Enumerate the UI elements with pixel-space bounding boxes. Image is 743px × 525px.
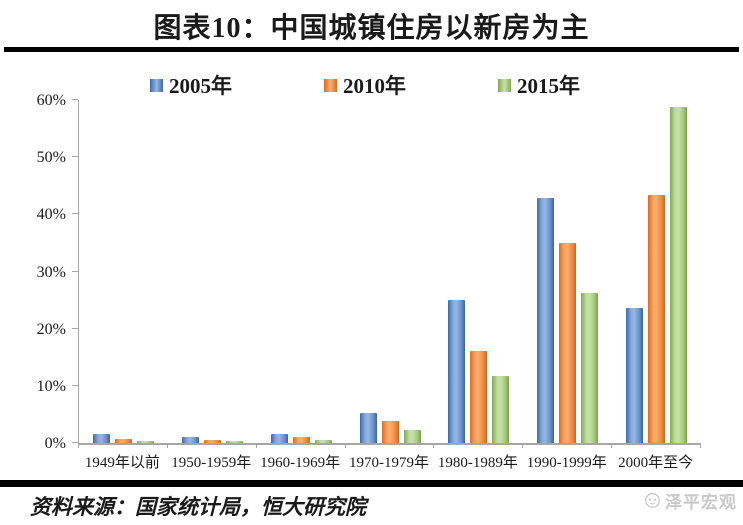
bar-2015年-2000年至今 — [670, 107, 688, 443]
bar-2010年-1950-1959年 — [203, 439, 221, 443]
y-tick-mark — [72, 384, 78, 386]
legend: 2005年 2010年 2015年 — [150, 70, 580, 100]
zeping-macro-logo-icon — [645, 493, 660, 508]
legend-item-2010: 2010年 — [324, 70, 406, 100]
x-tick-mark — [344, 443, 346, 448]
x-tick-mark — [700, 443, 701, 448]
bottom-divider — [0, 480, 743, 487]
bar-2010年-1970-1979年 — [381, 421, 399, 443]
y-tick-label: 30% — [36, 263, 66, 281]
x-tick-mark — [166, 443, 168, 448]
bar-2005年-1980-1989年 — [448, 300, 466, 443]
chart-title: 图表10：中国城镇住房以新房为主 — [153, 13, 590, 44]
bar-group-2000年至今 — [612, 100, 701, 443]
x-axis-labels: 1949年以前 1950-1959年 1960-1969年 1970-1979年 198… — [78, 451, 700, 472]
x-category-label: 1990-1999年 — [526, 455, 607, 471]
x-axis-ticks — [78, 443, 701, 448]
bar-2015年-1990-1999年 — [581, 292, 599, 443]
legend-item-2005: 2005年 — [150, 70, 232, 100]
bar-2010年-1960-1969年 — [292, 437, 310, 443]
bar-2015年-1970-1979年 — [403, 429, 421, 443]
bar-group-1990-1999年 — [523, 100, 612, 443]
bar-group-1950-1959年 — [168, 100, 257, 443]
source-note: 资料来源：国家统计局，恒大研究院 — [30, 495, 366, 519]
bar-2015年-1950-1959年 — [225, 441, 243, 443]
x-category-label: 2000年至今 — [618, 455, 694, 471]
bar-2015年-1960-1969年 — [314, 440, 332, 443]
y-tick-mark — [72, 442, 78, 443]
bar-2010年-1980-1989年 — [470, 350, 488, 443]
bar-group-1980-1989年 — [434, 100, 523, 443]
bar-group-1960-1969年 — [257, 100, 346, 443]
bar-2005年-1949年以前 — [92, 434, 110, 443]
y-tick-label: 10% — [36, 377, 66, 395]
bar-2015年-1949年以前 — [136, 440, 154, 443]
legend-item-2015: 2015年 — [498, 70, 580, 100]
x-tick-mark — [611, 443, 613, 448]
y-tick-label: 40% — [36, 206, 66, 224]
bar-2010年-2000年至今 — [648, 195, 666, 443]
x-category-label: 1980-1989年 — [437, 455, 518, 471]
x-category-label: 1960-1969年 — [260, 455, 341, 471]
y-tick-mark — [72, 99, 78, 100]
legend-swatch-blue-icon — [150, 78, 163, 92]
y-tick-mark — [72, 213, 78, 215]
y-tick-label: 20% — [36, 320, 66, 338]
y-tick-mark — [72, 270, 78, 272]
x-tick-mark — [255, 443, 257, 448]
bar-2015年-1980-1989年 — [492, 376, 510, 443]
legend-label: 2005年 — [169, 74, 232, 98]
bar-2005年-2000年至今 — [626, 308, 644, 443]
x-tick-mark — [522, 443, 524, 448]
y-axis: 0% 10% 20% 30% 40% 50% 60% — [0, 92, 78, 452]
x-tick-mark — [433, 443, 435, 448]
y-tick-label: 60% — [36, 92, 66, 109]
bar-group-1949年以前 — [79, 100, 168, 443]
bar-2010年-1990-1999年 — [559, 242, 577, 443]
bar-2005年-1970-1979年 — [359, 413, 377, 443]
watermark-text: 泽平宏观 — [665, 493, 737, 512]
bar-group-1970-1979年 — [346, 100, 435, 443]
bar-2005年-1950-1959年 — [181, 437, 199, 443]
x-category-label: 1949年以前 — [84, 455, 160, 471]
x-category-label: 1950-1959年 — [171, 455, 252, 471]
x-category-label: 1970-1979年 — [349, 455, 429, 471]
watermark: 泽平宏观 — [644, 488, 737, 513]
y-tick-label: 50% — [36, 149, 66, 167]
bar-2010年-1949年以前 — [114, 439, 132, 443]
legend-label: 2015年 — [517, 74, 580, 98]
bar-2005年-1990-1999年 — [537, 198, 555, 443]
y-tick-mark — [72, 327, 78, 329]
plot-area — [78, 100, 701, 445]
legend-swatch-orange-icon — [324, 78, 337, 92]
x-tick-mark — [78, 443, 79, 448]
y-tick-label: 0% — [44, 435, 66, 452]
top-divider — [4, 47, 739, 52]
bar-2005年-1960-1969年 — [270, 434, 288, 443]
y-tick-mark — [72, 156, 78, 158]
legend-swatch-green-icon — [498, 78, 511, 92]
legend-label: 2010年 — [343, 74, 406, 98]
